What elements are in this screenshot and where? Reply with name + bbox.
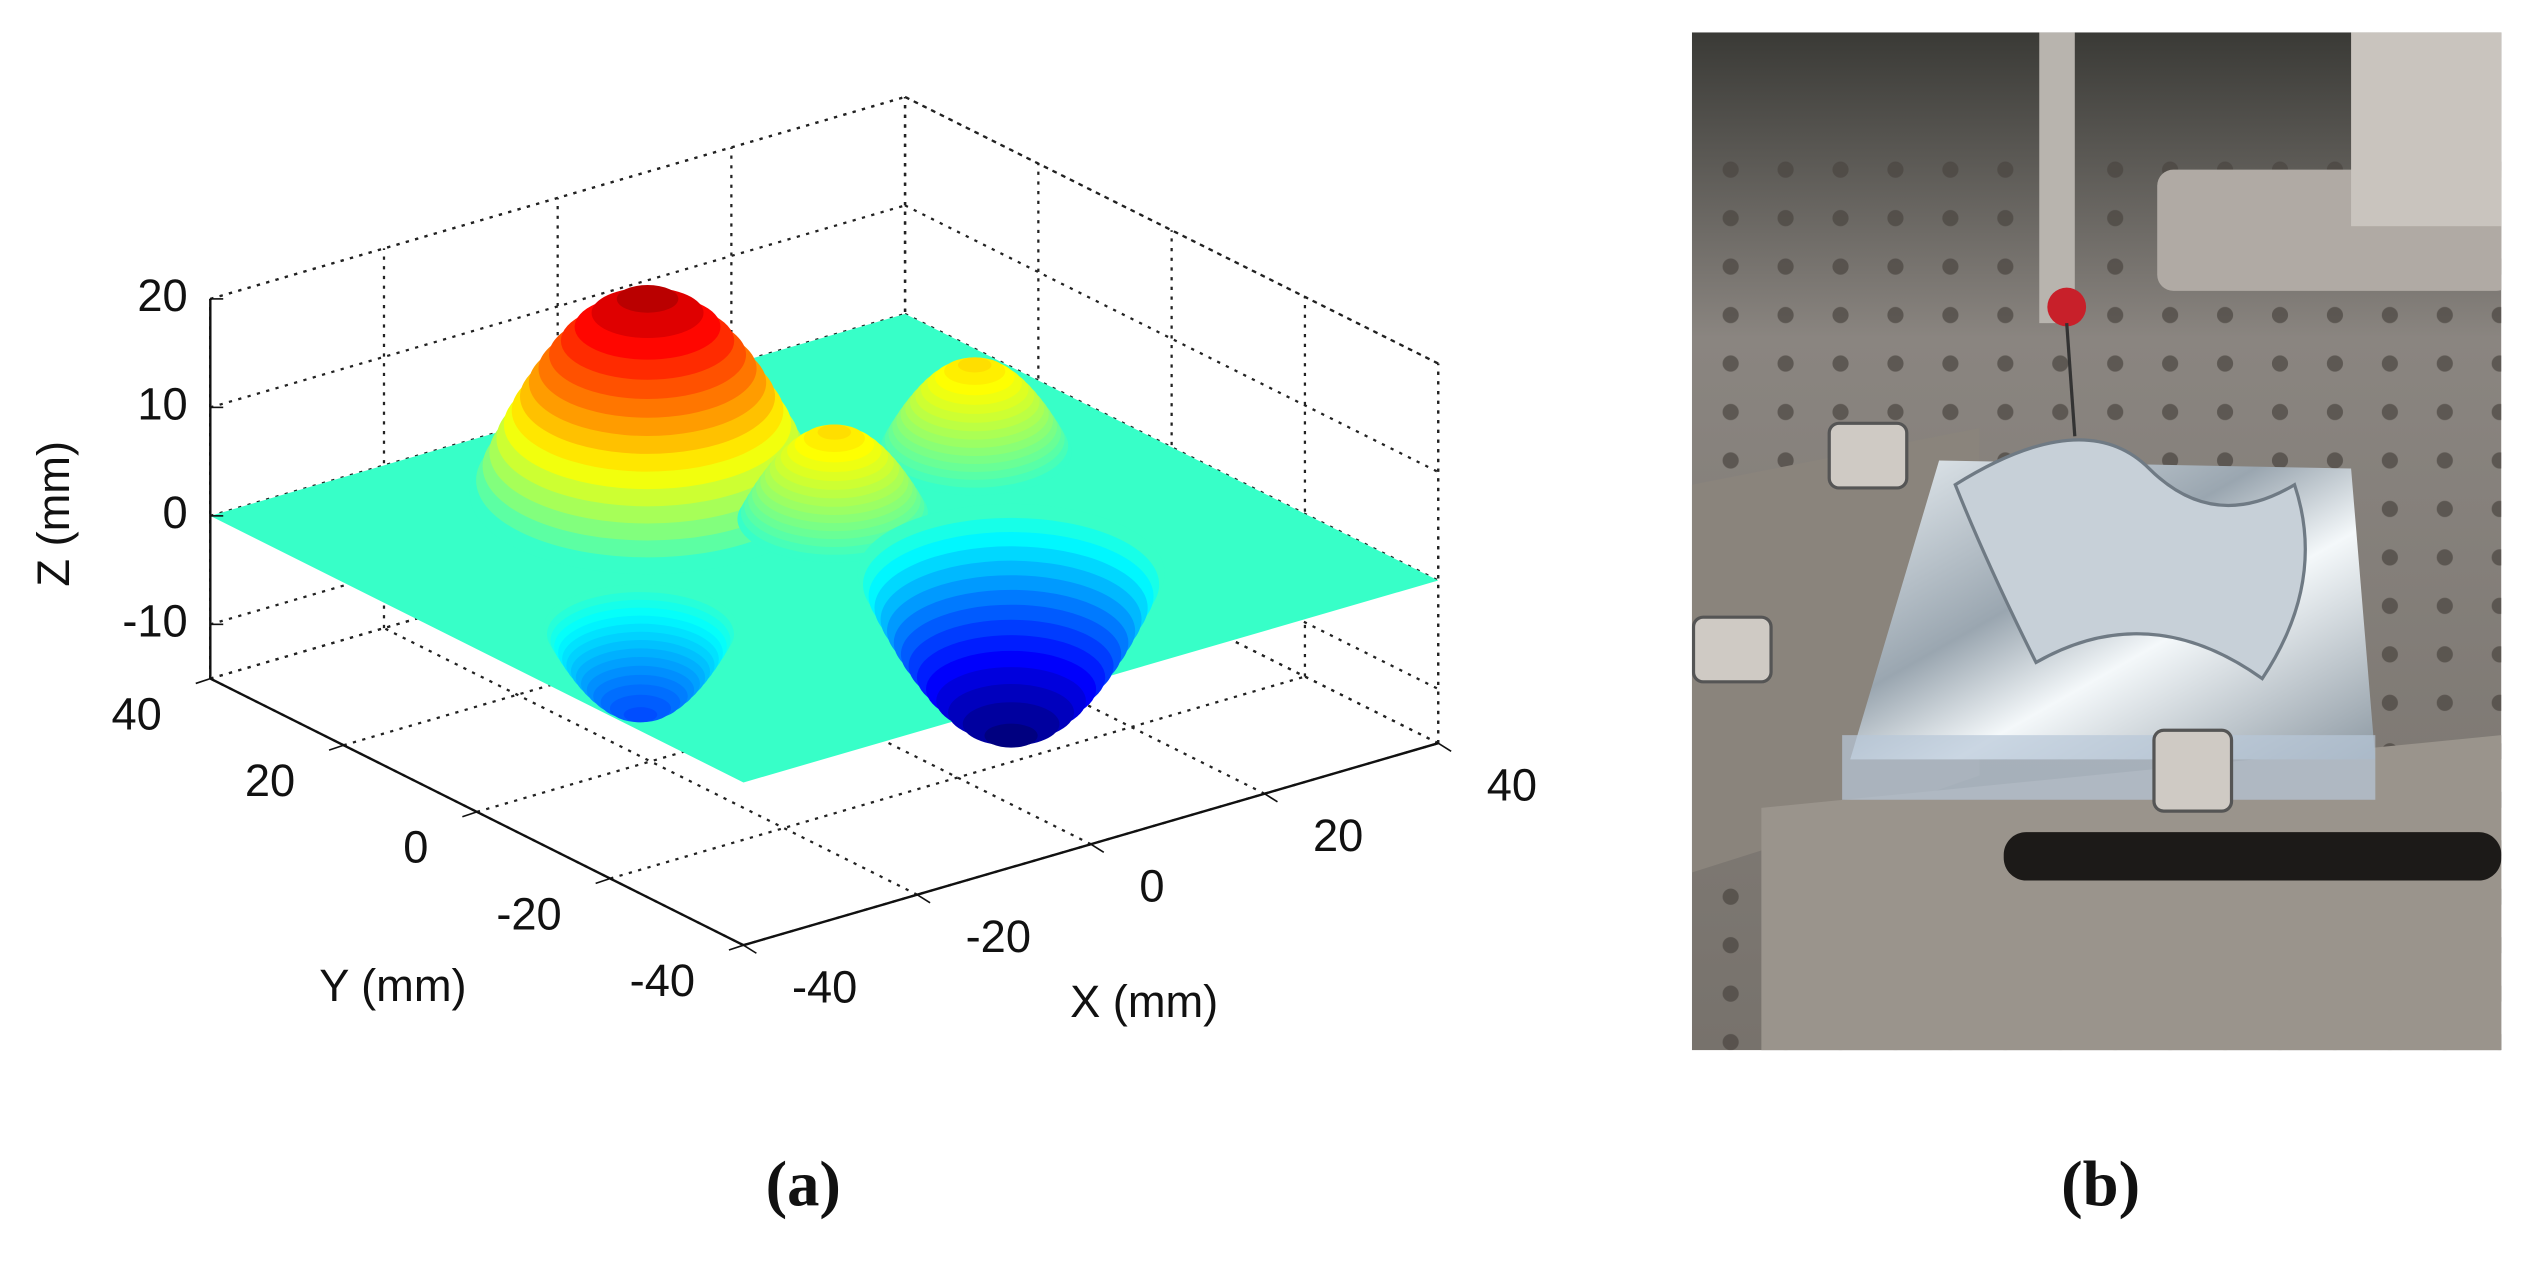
tick — [728, 944, 744, 951]
x-tick-label: -40 — [792, 961, 857, 1012]
freeform-surface — [1953, 438, 2307, 681]
x-tick-label: -20 — [966, 911, 1031, 962]
grid-line — [209, 204, 906, 409]
x-tick-label: 40 — [1487, 759, 1537, 810]
peak — [616, 285, 679, 313]
y-axis-label: Y (mm) — [319, 960, 466, 1011]
panel-label: (a) — [766, 1148, 841, 1221]
z-tick-label: 20 — [137, 270, 187, 321]
y-tick-label: 20 — [245, 755, 295, 806]
nuts — [1691, 421, 2234, 813]
grid-line — [904, 95, 1439, 365]
y-tick-label: -40 — [630, 955, 695, 1006]
y-tick-label: -20 — [496, 888, 561, 939]
z-tick-label: 10 — [137, 378, 187, 429]
probe-logo — [2047, 287, 2087, 327]
photo — [1691, 32, 2502, 1051]
peak — [623, 707, 658, 723]
slot — [2003, 832, 2502, 881]
stylus — [2065, 323, 2077, 437]
peak — [957, 357, 992, 373]
peak — [817, 424, 852, 440]
tick — [595, 877, 611, 885]
base-plate — [1761, 735, 2502, 1051]
tick — [1264, 793, 1278, 803]
tick — [743, 944, 757, 954]
y-tick-label: 40 — [112, 688, 162, 739]
tick — [916, 893, 931, 904]
z-tick-label: 0 — [163, 487, 188, 538]
z-axis-label: Z (mm) — [28, 441, 79, 587]
grid-line — [383, 627, 918, 896]
x-tick-label: 0 — [1139, 860, 1164, 911]
z-tick-label: -10 — [122, 595, 187, 646]
probe — [2039, 32, 2075, 324]
tick — [1090, 843, 1105, 853]
tick — [1437, 742, 1452, 752]
tick — [328, 744, 344, 751]
column — [2351, 32, 2502, 227]
grid-line — [609, 675, 1306, 880]
grid-line — [209, 95, 906, 300]
tick — [462, 811, 478, 818]
tick — [195, 677, 211, 685]
x-axis-label: X (mm) — [1070, 976, 1218, 1027]
panel-label: (b) — [2061, 1148, 2140, 1221]
x-tick-label: 20 — [1313, 810, 1363, 861]
surface-plot: -10 0 10 20 -40 -20 0 20 40 -40 -20 0 20 40 Z (mm) Y (m… — [28, 95, 1537, 1027]
y-tick-label: 0 — [403, 822, 428, 873]
peak — [984, 723, 1038, 748]
grid-line — [904, 204, 1439, 474]
glue — [1842, 735, 2376, 800]
